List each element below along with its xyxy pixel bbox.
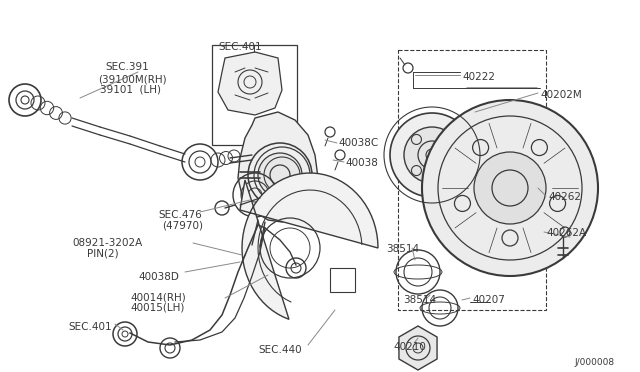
Circle shape (258, 153, 302, 197)
Text: (47970): (47970) (162, 221, 203, 231)
Text: SEC.401: SEC.401 (68, 322, 111, 332)
Text: SEC.440: SEC.440 (258, 345, 301, 355)
Text: 40038: 40038 (345, 158, 378, 168)
Text: 40202M: 40202M (540, 90, 582, 100)
Text: SEC.401: SEC.401 (218, 42, 262, 52)
Polygon shape (238, 112, 318, 222)
Text: 38514: 38514 (403, 295, 436, 305)
Text: 40222: 40222 (462, 72, 495, 82)
Text: 39101  (LH): 39101 (LH) (100, 85, 161, 95)
Text: 40207: 40207 (472, 295, 505, 305)
Text: 08921-3202A: 08921-3202A (72, 238, 142, 248)
Text: 40014(RH): 40014(RH) (130, 292, 186, 302)
Text: PIN(2): PIN(2) (87, 249, 118, 259)
Text: 40038C: 40038C (338, 138, 378, 148)
Polygon shape (240, 173, 378, 319)
Circle shape (474, 152, 546, 224)
Text: 40015(LH): 40015(LH) (130, 303, 184, 313)
Circle shape (390, 113, 474, 197)
Bar (398, 50, 546, 310)
Text: 40038D: 40038D (138, 272, 179, 282)
Text: 40262A: 40262A (546, 228, 586, 238)
Polygon shape (218, 52, 282, 115)
Bar (212, 45, 297, 145)
Text: SEC.391: SEC.391 (105, 62, 148, 72)
Text: 40262: 40262 (548, 192, 581, 202)
Circle shape (422, 100, 598, 276)
Text: SEC.476: SEC.476 (158, 210, 202, 220)
Circle shape (404, 127, 460, 183)
Text: J/000008: J/000008 (574, 358, 614, 367)
Polygon shape (399, 326, 437, 370)
Text: 40210: 40210 (393, 342, 426, 352)
Text: 38514: 38514 (386, 244, 419, 254)
Text: (39100M(RH): (39100M(RH) (98, 74, 166, 84)
